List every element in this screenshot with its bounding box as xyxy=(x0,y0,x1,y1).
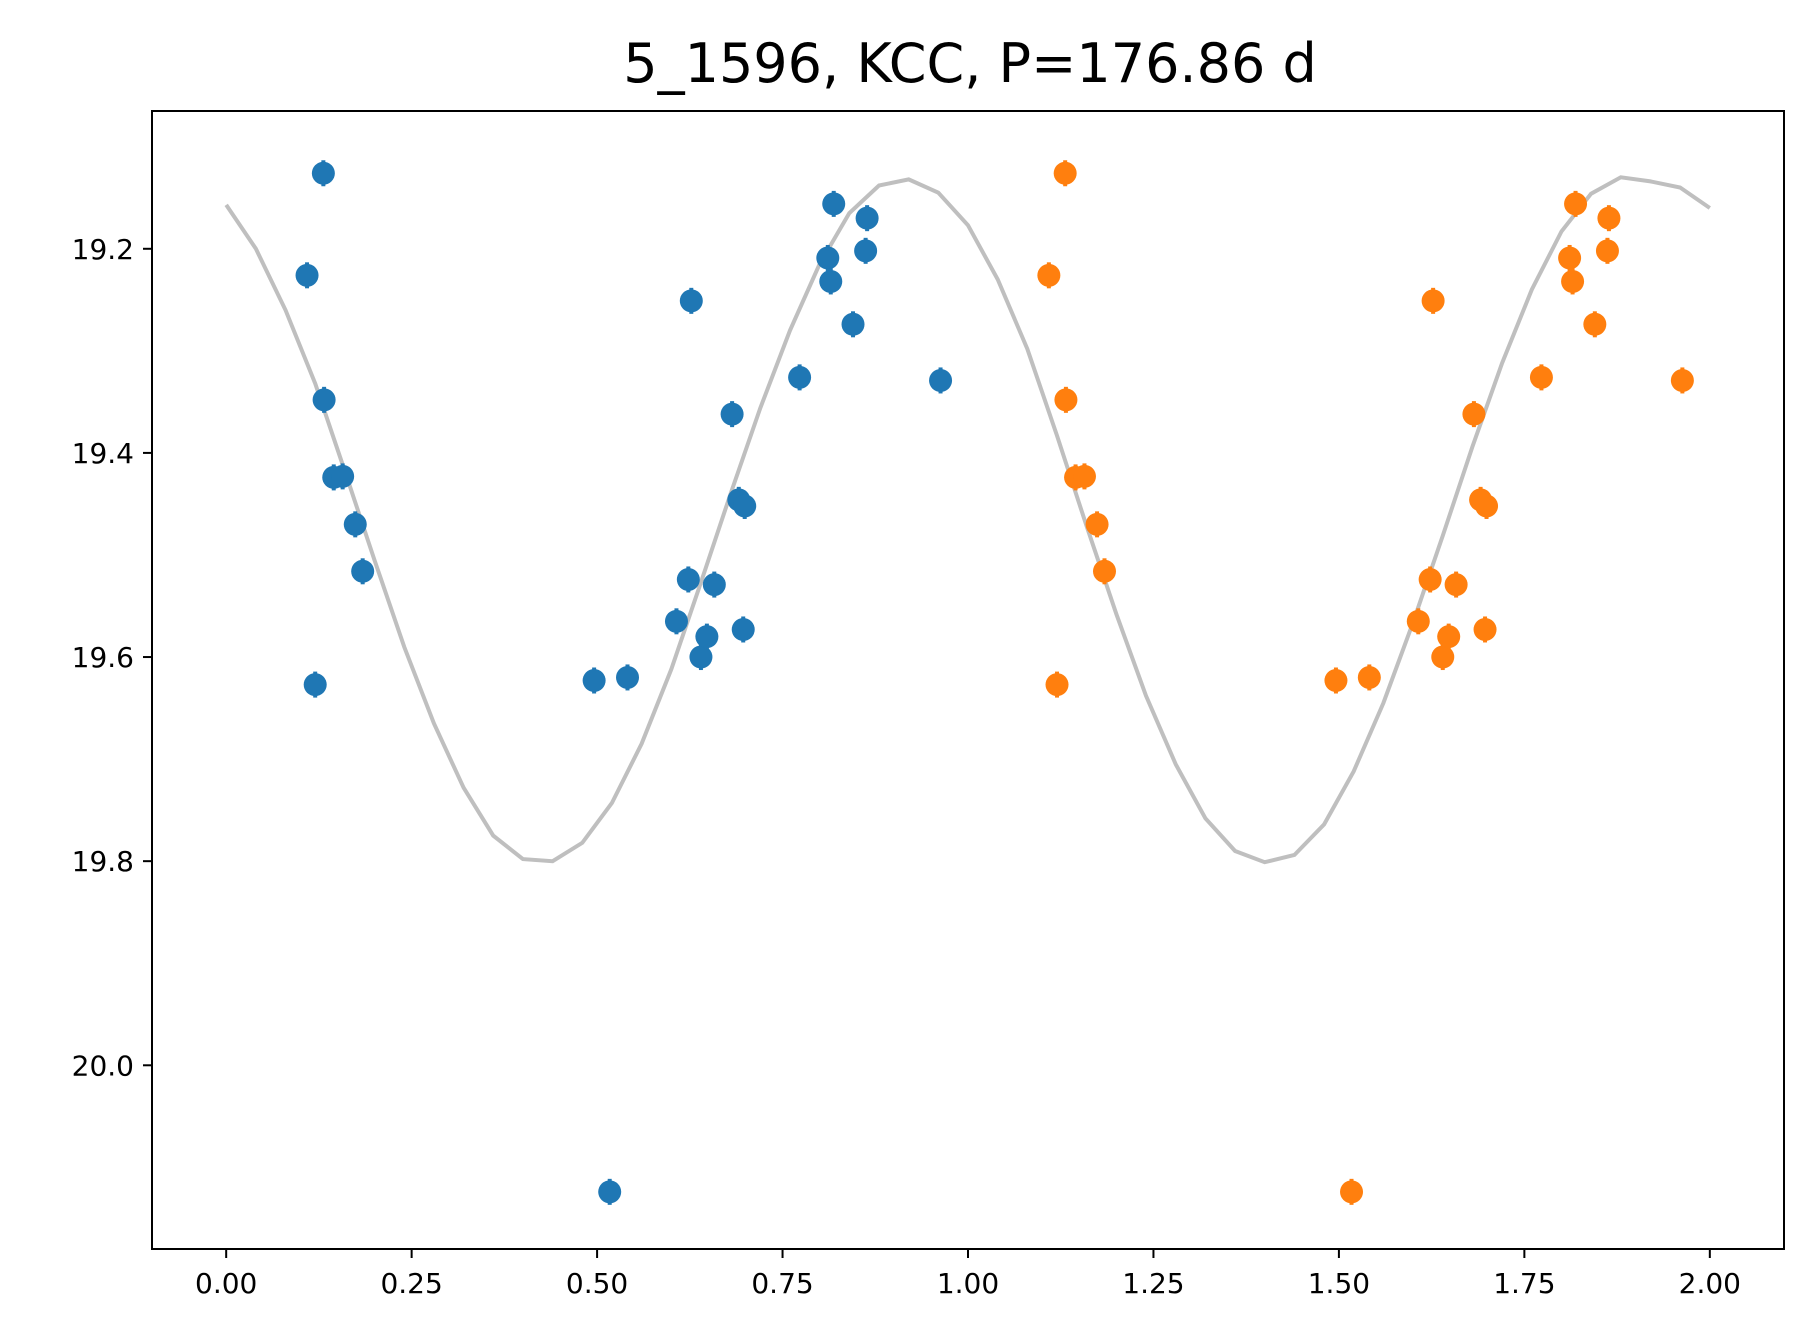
x-tick-label: 1.50 xyxy=(1308,1267,1370,1300)
data-point xyxy=(1037,263,1061,287)
data-point xyxy=(929,368,953,392)
series-1 xyxy=(295,160,953,1205)
data-point xyxy=(1431,645,1455,669)
data-point xyxy=(1072,464,1096,488)
data-point xyxy=(1357,665,1381,689)
data-point xyxy=(1421,289,1445,313)
data-point xyxy=(1406,609,1430,633)
y-tick-label: 19.4 xyxy=(72,437,134,470)
data-point xyxy=(819,269,843,293)
x-tick-label: 0.00 xyxy=(195,1267,257,1300)
data-point xyxy=(695,625,719,649)
x-tick-label: 0.25 xyxy=(380,1267,442,1300)
data-point xyxy=(679,289,703,313)
data-point xyxy=(854,239,878,263)
data-point xyxy=(1054,388,1078,412)
data-point xyxy=(1324,669,1348,693)
model-curve-layer xyxy=(224,175,1711,865)
data-point xyxy=(343,512,367,536)
data-point xyxy=(731,617,755,641)
data-point xyxy=(312,388,336,412)
data-point xyxy=(1558,246,1582,270)
data-point xyxy=(1475,494,1499,518)
data-point xyxy=(733,494,757,518)
y-tick-label: 19.6 xyxy=(72,641,134,674)
data-point xyxy=(1092,559,1116,583)
data-point xyxy=(331,464,355,488)
data-points-layer xyxy=(295,160,1694,1205)
y-tick-label: 20.0 xyxy=(72,1049,134,1082)
data-point xyxy=(1583,312,1607,336)
plot-frame xyxy=(151,110,1785,1250)
data-point xyxy=(1053,161,1077,185)
data-point xyxy=(598,1180,622,1204)
data-point xyxy=(1437,625,1461,649)
data-point xyxy=(1564,192,1588,216)
data-point xyxy=(1444,573,1468,597)
data-point xyxy=(720,402,744,426)
data-point xyxy=(303,673,327,697)
y-axis: 19.2 19.4 19.6 19.8 20.0 xyxy=(72,233,152,1082)
data-point xyxy=(788,365,812,389)
x-tick-label: 1.75 xyxy=(1493,1267,1555,1300)
model-curve-line xyxy=(224,175,1711,865)
data-point xyxy=(822,192,846,216)
data-point xyxy=(1473,617,1497,641)
data-point xyxy=(295,263,319,287)
x-tick-label: 0.50 xyxy=(566,1267,628,1300)
x-tick-label: 0.75 xyxy=(751,1267,813,1300)
data-point xyxy=(702,573,726,597)
data-point xyxy=(1418,567,1442,591)
y-tick-label: 19.8 xyxy=(72,845,134,878)
data-point xyxy=(616,665,640,689)
data-point xyxy=(855,206,879,230)
x-tick-label: 1.25 xyxy=(1122,1267,1184,1300)
data-point xyxy=(1595,239,1619,263)
data-point xyxy=(1462,402,1486,426)
y-tick-label: 19.2 xyxy=(72,233,134,266)
x-axis: 0.00 0.25 0.50 0.75 1.00 1.25 1.50 1.75 2.00 xyxy=(195,1249,1741,1300)
data-point xyxy=(1597,206,1621,230)
data-point xyxy=(689,645,713,669)
data-point xyxy=(1529,365,1553,389)
data-point xyxy=(582,669,606,693)
x-tick-label: 2.00 xyxy=(1679,1267,1741,1300)
data-point xyxy=(676,567,700,591)
data-point xyxy=(1340,1180,1364,1204)
data-point xyxy=(1085,512,1109,536)
data-point xyxy=(841,312,865,336)
data-point xyxy=(311,161,335,185)
data-point xyxy=(1561,269,1585,293)
data-point xyxy=(1670,368,1694,392)
series-2 xyxy=(1037,160,1694,1205)
chart-title: 5_1596, KCC, P=176.86 d xyxy=(623,32,1317,95)
x-tick-label: 1.00 xyxy=(937,1267,999,1300)
data-point xyxy=(816,246,840,270)
data-point xyxy=(351,559,375,583)
data-point xyxy=(1045,673,1069,697)
data-point xyxy=(664,609,688,633)
